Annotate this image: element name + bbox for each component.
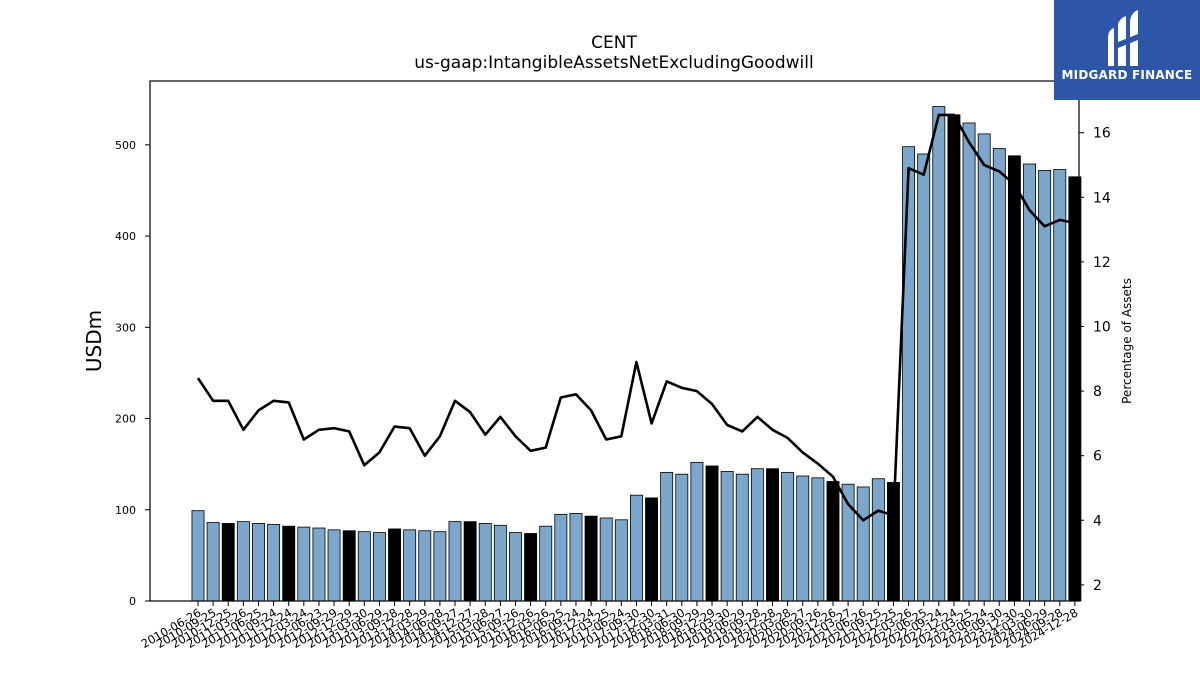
pct-assets-series — [196, 113, 1076, 522]
bar — [236, 521, 250, 602]
y2-tick-label: 10 — [1093, 319, 1111, 335]
bar — [660, 471, 674, 602]
bar — [493, 524, 507, 602]
bar — [1053, 169, 1067, 602]
y2-axis-label: Percentage of Assets — [1120, 278, 1134, 404]
y2-tick-label: 6 — [1093, 449, 1102, 465]
y-tick-label: 100 — [115, 504, 136, 517]
bar — [539, 525, 553, 602]
bar — [584, 515, 598, 602]
bar — [282, 525, 296, 602]
bar — [796, 475, 810, 602]
bar — [433, 531, 447, 602]
y-axis-ticks: 0 100 200 300 400 500 — [115, 139, 150, 608]
logo-text: MIDGARD FINANCE — [1061, 68, 1193, 82]
bar — [811, 477, 825, 602]
chart-title: CENT — [591, 33, 637, 53]
bar — [766, 468, 779, 602]
x-axis-ticks: 2010-06-262010-09-252010-12-252011-03-26… — [139, 601, 1080, 651]
bar — [312, 527, 326, 602]
bar — [448, 521, 462, 602]
chart-subtitle: us-gaap:IntangibleAssetsNetExcludingGood… — [414, 53, 813, 73]
bar — [554, 513, 568, 602]
bar — [856, 486, 870, 602]
y2-axis-ticks: 2 4 6 8 10 12 14 16 — [1079, 126, 1111, 594]
bar — [297, 526, 311, 602]
y-axis-label: USDm — [82, 310, 106, 372]
bar — [357, 531, 371, 602]
bar — [388, 528, 401, 602]
bar — [342, 530, 356, 602]
bar — [569, 513, 583, 602]
y-tick-label: 500 — [115, 139, 136, 152]
bar-series — [191, 106, 1082, 602]
bar — [932, 106, 946, 602]
bar — [629, 494, 643, 602]
bar — [524, 533, 538, 602]
bar — [690, 461, 704, 602]
bar — [871, 478, 885, 602]
bar — [962, 122, 976, 602]
bar — [826, 481, 840, 602]
bar — [478, 523, 492, 602]
y-tick-label: 200 — [115, 413, 136, 426]
brand-logo: MIDGARD FINANCE — [1054, 0, 1200, 100]
bar — [735, 473, 749, 602]
y2-tick-label: 4 — [1093, 513, 1102, 529]
bar — [1023, 163, 1036, 602]
bar — [977, 133, 991, 602]
bar — [403, 529, 417, 602]
bar — [750, 468, 764, 602]
plot-frame — [149, 80, 1080, 602]
midgard-logo-icon — [1108, 10, 1138, 66]
bar — [675, 473, 689, 602]
y2-tick-label: 14 — [1093, 190, 1111, 206]
bar — [720, 471, 734, 602]
bar — [206, 522, 220, 602]
bar — [463, 521, 477, 602]
bar — [917, 153, 931, 602]
bar — [902, 146, 916, 602]
y2-tick-label: 2 — [1093, 578, 1102, 594]
y-tick-label: 300 — [115, 321, 136, 334]
y2-tick-label: 8 — [1093, 384, 1102, 400]
bar — [705, 465, 719, 602]
bar — [221, 523, 235, 602]
bar — [372, 532, 386, 602]
bar — [1038, 170, 1052, 602]
bar — [191, 510, 205, 602]
axes — [149, 80, 1080, 602]
bar — [509, 532, 522, 602]
bar — [947, 114, 961, 602]
bar — [781, 471, 795, 602]
pct-assets-line — [196, 113, 1076, 522]
y-tick-label: 400 — [115, 230, 136, 243]
bar — [614, 519, 628, 602]
bar — [992, 148, 1006, 602]
bar — [1007, 155, 1021, 602]
bar — [599, 517, 613, 602]
bar — [267, 523, 281, 602]
bar — [252, 523, 265, 602]
y-tick-label: 0 — [129, 595, 136, 608]
y2-tick-label: 16 — [1093, 126, 1111, 142]
bar — [645, 497, 659, 602]
bar — [418, 530, 432, 602]
y2-tick-label: 12 — [1093, 255, 1111, 271]
bar — [327, 529, 341, 602]
